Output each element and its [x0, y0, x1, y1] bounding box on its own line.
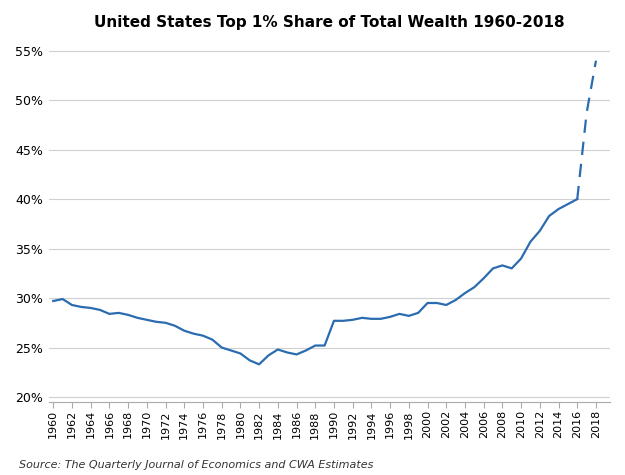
Text: Source: The Quarterly Journal of Economics and CWA Estimates: Source: The Quarterly Journal of Economi…: [19, 460, 373, 470]
Title: United States Top 1% Share of Total Wealth 1960-2018: United States Top 1% Share of Total Weal…: [94, 15, 564, 30]
